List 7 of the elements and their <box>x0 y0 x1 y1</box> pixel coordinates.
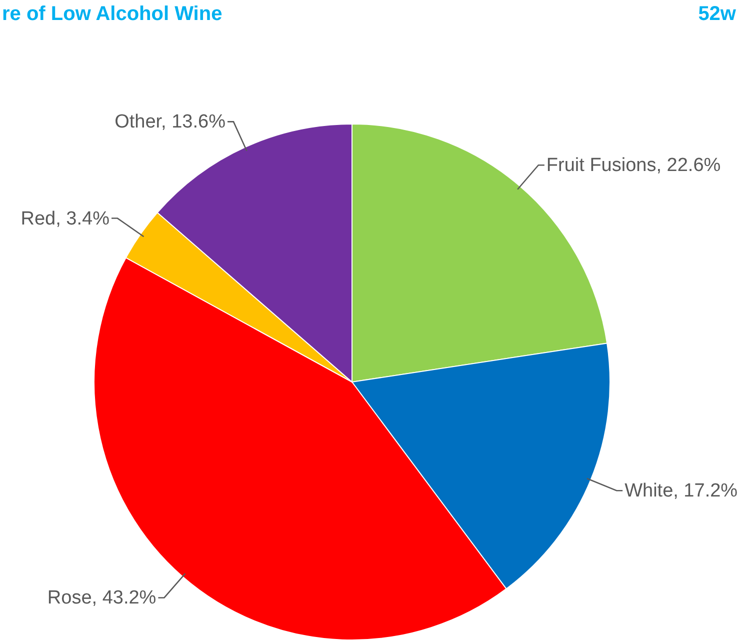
text: 52w <box>698 3 736 25</box>
slice-label: Red, 3.4% <box>20 208 110 230</box>
slice-label: Other, 13.6% <box>114 112 226 133</box>
slice-label: Rose, 43.2% <box>47 588 156 609</box>
slice-label: Fruit Fusions, 22.6% <box>546 155 721 176</box>
slice-label: White, 17.2% <box>624 480 738 502</box>
chart-title: re of Low Alcohol Wine <box>2 3 222 25</box>
